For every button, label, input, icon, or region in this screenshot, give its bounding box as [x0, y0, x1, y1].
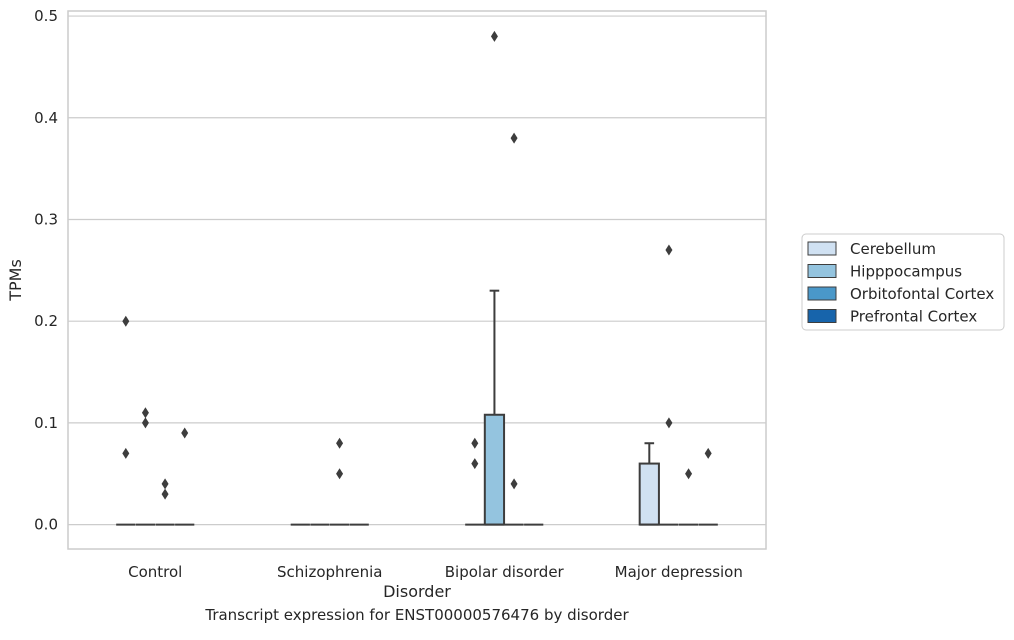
x-tick-label: Major depression	[615, 563, 743, 581]
box-element	[116, 315, 136, 526]
box-element	[329, 437, 350, 526]
box-element	[465, 437, 485, 526]
outlier-point	[685, 468, 693, 480]
outlier-point	[141, 407, 149, 419]
box-element	[659, 244, 679, 526]
outlier-point	[161, 488, 169, 500]
y-tick-label: 0.2	[34, 312, 58, 330]
y-tick-label: 0.0	[34, 516, 58, 534]
x-tick-label: Schizophrenia	[277, 563, 382, 581]
outlier-point	[141, 417, 149, 429]
outlier-point	[471, 437, 479, 449]
outlier-point	[510, 478, 518, 490]
legend-label: Prefrontal Cortex	[850, 308, 977, 326]
y-tick-label: 0.3	[34, 210, 58, 228]
box-element	[504, 132, 524, 526]
box-element	[483, 30, 506, 526]
outlier-point	[122, 315, 130, 327]
y-tick-label: 0.4	[34, 109, 58, 127]
outlier-point	[665, 417, 673, 429]
y-tick-label: 0.1	[34, 414, 58, 432]
box-element	[135, 407, 156, 526]
outlier-point	[336, 468, 344, 480]
legend-label: Hipppocampus	[850, 263, 962, 281]
x-tick-label: Control	[128, 563, 182, 581]
box-rect	[483, 413, 506, 526]
box-element	[678, 468, 699, 526]
box-element	[155, 478, 175, 526]
outlier-point	[122, 447, 130, 459]
x-tick-label: Bipolar disorder	[445, 563, 565, 581]
legend-swatch	[807, 286, 837, 301]
outlier-point	[510, 132, 518, 144]
plot-frame	[67, 10, 767, 550]
outlier-point	[665, 244, 673, 256]
box-element	[175, 427, 195, 526]
outlier-point	[161, 478, 169, 490]
legend-swatch	[807, 309, 837, 323]
legend-swatch	[807, 241, 837, 256]
y-axis-label: TPMs	[6, 259, 25, 302]
box-element	[638, 442, 660, 526]
outlier-point	[704, 447, 712, 459]
outlier-point	[181, 427, 189, 439]
outlier-point	[490, 30, 498, 42]
legend-swatch	[807, 264, 837, 278]
legend-label: Cerebellum	[850, 240, 936, 258]
outlier-point	[471, 458, 479, 470]
box-rect	[638, 462, 660, 526]
x-axis-label: Disorder	[383, 582, 451, 601]
figure-caption: Transcript expression for ENST0000057647…	[205, 606, 629, 624]
legend-box	[801, 233, 1005, 331]
box-element	[698, 447, 718, 526]
y-tick-label: 0.5	[34, 7, 58, 25]
outlier-point	[336, 437, 344, 449]
legend-label: Orbitofontal Cortex	[850, 285, 994, 303]
